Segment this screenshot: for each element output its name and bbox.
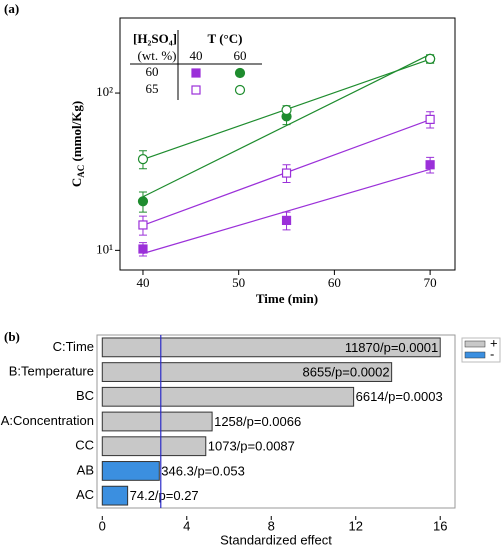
legend-marker — [234, 84, 246, 96]
legend-swatch — [464, 351, 486, 359]
y-axis-label: CAC (mmol/Kg) — [69, 101, 86, 187]
bar-label: 346.3/p=0.053 — [161, 463, 245, 478]
x-tick-label: 4 — [183, 518, 190, 533]
x-tick-label: 50 — [232, 275, 245, 290]
legend-marker — [191, 85, 201, 95]
bar — [101, 461, 160, 481]
category-label: A:Concentration — [1, 413, 94, 428]
y-tick-label: 10² — [96, 84, 113, 99]
x-tick-label: 8 — [268, 518, 275, 533]
x-tick-label: 60 — [328, 275, 341, 290]
y-label-unit: (mmol/Kg) — [69, 101, 84, 165]
legend-marker — [234, 67, 246, 79]
marker — [281, 104, 292, 116]
plot-frame — [96, 334, 456, 509]
bar-label: 74.2/p=0.27 — [130, 488, 199, 503]
marker — [138, 244, 148, 254]
legend-marker — [191, 68, 201, 78]
bar-label: 1258/p=0.0066 — [214, 414, 301, 429]
category-label: C:Time — [53, 339, 94, 354]
bar — [101, 386, 355, 407]
bar-label: 8655/p=0.0002 — [303, 365, 390, 380]
marker — [137, 154, 149, 165]
marker — [425, 114, 435, 124]
x-axis-label: Time (min) — [256, 291, 318, 306]
marker — [425, 53, 436, 64]
bar — [101, 362, 393, 382]
y-label-subscript: AC — [76, 165, 86, 178]
legend-header: T (°C) — [208, 31, 243, 46]
legend-swatch — [464, 340, 486, 348]
x-tick-label: 12 — [348, 518, 362, 533]
legend-label: - — [490, 346, 494, 361]
x-axis-label: Standardized effect — [220, 532, 332, 547]
panel-label: (a) — [4, 1, 19, 16]
x-tick-label: 70 — [424, 275, 437, 290]
legend-label: + — [490, 335, 498, 350]
category-label: B:Temperature — [9, 364, 94, 379]
legend-temp: 60 — [234, 48, 247, 63]
x-tick-label: 0 — [99, 518, 106, 533]
bar — [101, 411, 213, 432]
legend-header: [H₂SO₄] — [133, 31, 177, 46]
bar — [101, 485, 129, 506]
panel-label: (b) — [4, 329, 20, 344]
bar-label: 11870/p=0.0001 — [345, 340, 438, 355]
bar-label: 6614/p=0.0003 — [356, 389, 443, 404]
x-tick-label: 40 — [136, 275, 149, 290]
y-tick-label: 10¹ — [96, 241, 113, 256]
bar — [101, 337, 441, 358]
legend-conc: 60 — [146, 64, 159, 79]
fit-line — [142, 53, 431, 198]
bar — [101, 436, 207, 457]
category-label: BC — [76, 388, 94, 403]
marker — [281, 168, 292, 178]
marker — [425, 160, 435, 170]
x-tick-label: 16 — [433, 518, 447, 533]
category-label: AB — [77, 462, 94, 477]
marker — [281, 215, 292, 226]
plot-frame — [119, 17, 456, 271]
legend-conc: 65 — [146, 81, 159, 96]
legend-header: (wt. %) — [138, 48, 177, 63]
category-label: AC — [76, 487, 94, 502]
y-label-symbol: C — [69, 178, 84, 187]
bar-label: 1073/p=0.0087 — [208, 439, 295, 454]
legend-temp: 40 — [190, 48, 203, 63]
fit-line — [142, 168, 431, 255]
category-label: CC — [75, 438, 94, 453]
marker — [137, 196, 149, 207]
marker — [138, 220, 148, 230]
